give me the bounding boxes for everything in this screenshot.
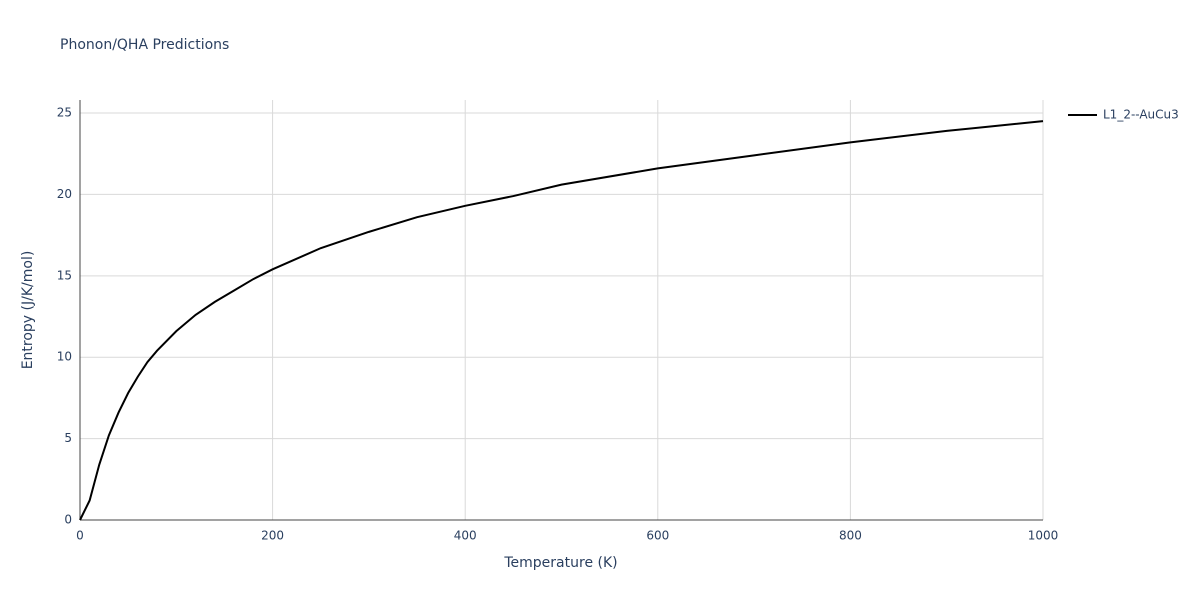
x-tick-label: 200 (261, 529, 284, 543)
chart-title: Phonon/QHA Predictions (60, 37, 229, 53)
x-tick-label: 800 (839, 529, 862, 543)
x-axis-title: Temperature (K) (503, 555, 617, 571)
y-tick-label: 10 (57, 350, 72, 364)
y-tick-label: 15 (57, 268, 72, 282)
y-axis-title: Entropy (J/K/mol) (20, 251, 36, 370)
x-tick-label: 1000 (1028, 529, 1059, 543)
series-line (79, 120, 1044, 521)
y-tick-label: 0 (64, 513, 72, 527)
x-tick-label: 400 (454, 529, 477, 543)
y-tick-label: 5 (64, 431, 72, 445)
y-tick-label: 25 (57, 106, 72, 120)
x-tick-label: 0 (76, 529, 84, 543)
x-tick-label: 600 (646, 529, 669, 543)
legend-label: L1_2--AuCu3 (1103, 108, 1179, 122)
y-tick-label: 20 (57, 187, 72, 201)
